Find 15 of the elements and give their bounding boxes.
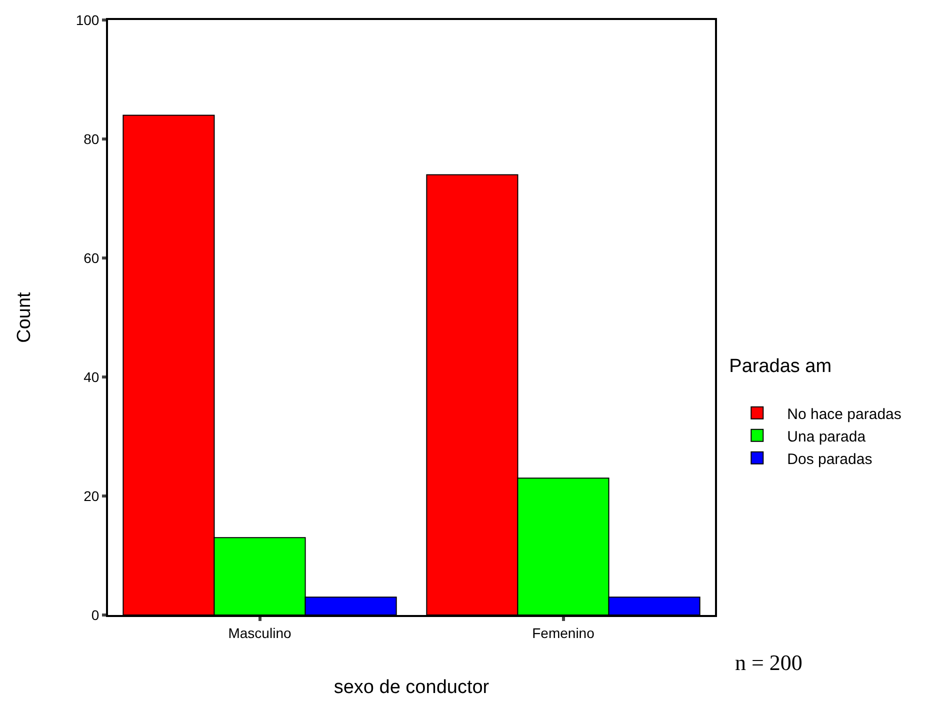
- text: n = 200: [735, 650, 802, 675]
- x-tick-label: Masculino: [228, 624, 292, 641]
- y-tick-label: 80: [84, 130, 100, 147]
- y-tick-label: 40: [84, 368, 100, 385]
- legend-label: Dos paradas: [787, 450, 872, 468]
- x-tick-label: Femenino: [532, 624, 595, 641]
- x-axis-title: sexo de conductor: [334, 677, 490, 698]
- y-tick-label: 60: [84, 250, 100, 266]
- y-tick-label: 0: [91, 606, 100, 623]
- y-axis-title: Count: [14, 291, 36, 343]
- legend-title: Paradas am: [729, 356, 832, 377]
- y-tick-label: 100: [76, 12, 100, 28]
- legend-label: Una parada: [787, 428, 866, 446]
- legend-label: No hace paradas: [787, 406, 902, 423]
- y-tick-label: 20: [84, 488, 100, 504]
